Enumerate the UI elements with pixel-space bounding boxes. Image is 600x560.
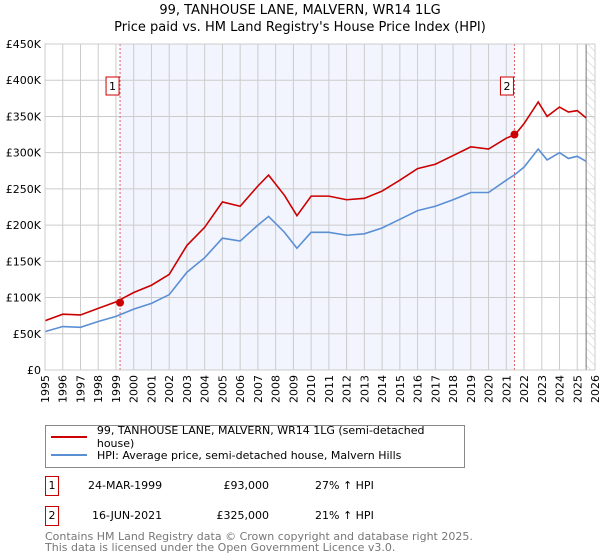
legend-item-property: 99, TANHOUSE LANE, MALVERN, WR14 1LG (se… <box>51 424 464 450</box>
legend-swatch-blue <box>51 454 87 456</box>
sale-price: £325,000 <box>216 509 270 522</box>
chart-title: 99, TANHOUSE LANE, MALVERN, WR14 1LG <box>159 3 441 18</box>
y-tick-label: £250K <box>6 183 42 196</box>
y-tick-label: £100K <box>6 292 42 305</box>
y-tick-label: £300K <box>6 147 42 160</box>
y-tick-label: £150K <box>6 255 42 268</box>
x-tick-label: 2007 <box>252 375 265 403</box>
x-tick-label: 2025 <box>571 375 584 403</box>
plot-border <box>44 43 596 371</box>
x-tick-label: 2015 <box>394 375 407 403</box>
x-tick-label: 2000 <box>128 375 141 403</box>
x-tick-label: 2016 <box>412 375 425 403</box>
x-tick-label: 2005 <box>216 375 229 403</box>
legend-label: 99, TANHOUSE LANE, MALVERN, WR14 1LG (se… <box>96 424 425 450</box>
footer-line: This data is licensed under the Open Gov… <box>45 541 396 554</box>
chart-subtitle: Price paid vs. HM Land Registry's House … <box>114 20 486 35</box>
sale-row: 1 24-MAR-1999 £93,000 27% ↑ HPI <box>45 476 445 496</box>
x-tick-label: 2006 <box>234 375 247 403</box>
y-tick-label: £50K <box>13 328 42 341</box>
x-tick-label: 1995 <box>39 375 52 403</box>
x-tick-label: 2012 <box>341 375 354 403</box>
sale-hpi: 21% ↑ HPI <box>315 509 374 522</box>
plot-area: 1995 1996 1997 1998 1999 2000 2001 2002 2003 2004… <box>6 38 600 403</box>
y-tick-label: £400K <box>6 74 42 87</box>
x-tick-label: 2010 <box>305 375 318 403</box>
y-tick-label: £350K <box>6 110 42 123</box>
x-tick-label: 2020 <box>483 375 496 403</box>
x-tick-label: 1997 <box>74 375 87 403</box>
sale-label-box <box>105 76 120 96</box>
y-tick-label: £450K <box>6 38 42 51</box>
sale-price: £93,000 <box>223 479 270 492</box>
x-tick-label: 2026 <box>589 375 600 403</box>
x-tick-label: 2013 <box>358 375 371 403</box>
x-tick-label: 2024 <box>554 375 567 403</box>
y-tick-label: £200K <box>6 219 42 232</box>
sale-badge: 1 <box>45 476 59 496</box>
x-tick-label: 2023 <box>536 375 549 403</box>
footer-line: Contains HM Land Registry data © Crown c… <box>45 530 473 543</box>
x-tick-label: 2011 <box>323 375 336 403</box>
x-tick-label: 2019 <box>465 375 478 403</box>
shaded-period <box>120 44 515 370</box>
sale-badge: 2 <box>45 506 59 526</box>
sale-hpi: 27% ↑ HPI <box>315 479 374 492</box>
series-line <box>44 147 587 333</box>
x-tick-label: 1998 <box>92 375 105 403</box>
sale-point <box>116 298 125 307</box>
x-tick-label: 2009 <box>287 375 300 403</box>
x-tick-label: 2002 <box>163 375 176 403</box>
x-tick-label: 2008 <box>270 375 283 403</box>
x-tick-label: 2017 <box>429 375 442 403</box>
x-tick-label: 2014 <box>376 375 389 403</box>
x-tick-label: 2003 <box>181 375 194 403</box>
x-tick-label: 2004 <box>199 375 212 403</box>
sale-date: 16-JUN-2021 <box>92 509 163 522</box>
sale-label-box <box>499 76 514 96</box>
x-tick-label: 2021 <box>500 375 513 403</box>
x-tick-label: 2018 <box>447 375 460 403</box>
x-tick-label: 1999 <box>110 375 123 403</box>
y-tick-label: £0 <box>27 364 41 377</box>
sale-label: 2 <box>503 80 510 93</box>
x-tick-label: 2001 <box>145 375 158 403</box>
legend-swatch-red <box>51 436 87 438</box>
footer: Contains HM Land Registry data © Crown c… <box>45 531 473 553</box>
legend: 99, TANHOUSE LANE, MALVERN, WR14 1LG (se… <box>45 424 465 468</box>
sale-point <box>510 130 519 139</box>
legend-label: HPI: Average price, semi-detached house,… <box>97 448 402 462</box>
hatched-future <box>586 44 595 370</box>
sale-date: 24-MAR-1999 <box>88 479 163 492</box>
series-line <box>44 100 587 322</box>
x-tick-label: 2022 <box>518 375 531 403</box>
legend-item-hpi: HPI: Average price, semi-detached house,… <box>51 447 401 463</box>
x-tick-label: 1996 <box>57 375 70 403</box>
sale-label: 1 <box>109 80 116 93</box>
sale-row: 2 16-JUN-2021 £325,000 21% ↑ HPI <box>45 506 445 526</box>
